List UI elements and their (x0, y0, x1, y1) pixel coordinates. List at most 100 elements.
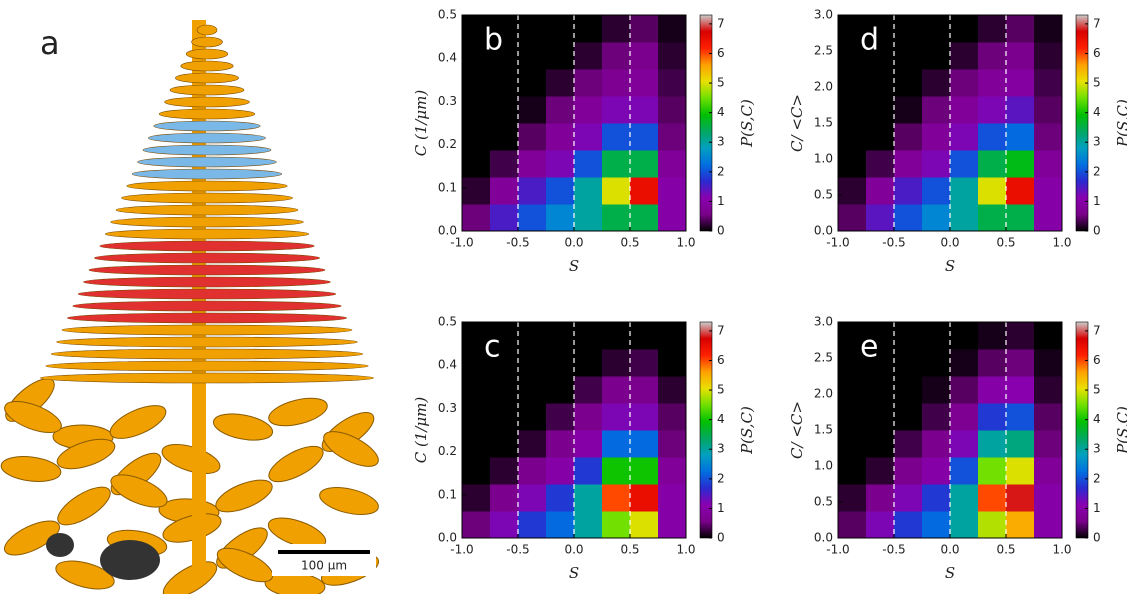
heat-cell (518, 484, 547, 512)
bulk-blob (212, 413, 274, 441)
colorbar-tick-label: 1 (717, 194, 725, 208)
heat-cell (922, 322, 951, 350)
heat-cell (490, 322, 519, 350)
y-tick-label: 1.0 (814, 152, 833, 166)
heat-cell (978, 376, 1007, 404)
bulk-blob (57, 486, 111, 526)
heat-cell (630, 322, 659, 350)
heat-cell (490, 150, 519, 178)
bulk-blob (162, 561, 218, 594)
y-tick-label: 0.5 (438, 8, 457, 22)
bulk-blob (216, 547, 274, 583)
colorbar-tick-label: 3 (1093, 135, 1101, 149)
heat-cell (490, 15, 519, 43)
heat-cell (630, 484, 659, 512)
heat-cell (922, 484, 951, 512)
heat-cell (658, 204, 687, 232)
branch (153, 120, 261, 132)
heat-cell (490, 177, 519, 205)
heat-cell (630, 69, 659, 97)
colorbar-tick-label: 5 (1093, 76, 1101, 90)
heat-cell (462, 15, 491, 43)
bulk-blob (319, 486, 379, 516)
branch (88, 264, 326, 276)
heat-cell (518, 430, 547, 458)
heat-cell (950, 69, 979, 97)
heat-cell (490, 123, 519, 151)
heat-cell (658, 150, 687, 178)
heat-cell (1034, 322, 1063, 350)
branch (142, 144, 272, 156)
colorbar-tick-label: 1 (1093, 501, 1101, 515)
heat-cell (866, 322, 895, 350)
heat-cell (574, 42, 603, 70)
colorbar (1075, 321, 1089, 539)
x-tick-label: -0.5 (882, 236, 905, 250)
heat-cell (658, 177, 687, 205)
heat-cell (1034, 150, 1063, 178)
y-tick-label: 0.5 (814, 495, 833, 509)
heat-cell (894, 430, 923, 458)
heat-cell (546, 430, 575, 458)
heat-cell (658, 430, 687, 458)
colorbar-tick-label: 7 (1093, 323, 1101, 337)
heat-cell (546, 349, 575, 377)
y-tick-label: 0.3 (438, 94, 457, 108)
heat-cell (894, 376, 923, 404)
bulk-blob (4, 400, 62, 434)
heat-cell (602, 349, 631, 377)
y-tick-label: 0.0 (814, 531, 833, 545)
heat-cell (546, 177, 575, 205)
heat-cell (838, 511, 867, 539)
x-tick-label: 1.0 (676, 236, 695, 250)
branch (50, 348, 364, 360)
heat-cell (462, 150, 491, 178)
heat-cell (1006, 511, 1035, 539)
heat-cell (574, 322, 603, 350)
heat-cell (602, 42, 631, 70)
heat-cell (894, 403, 923, 431)
bulk-blob (161, 444, 221, 474)
dark-blob (100, 540, 160, 580)
branch (72, 300, 342, 312)
heat-cell (866, 376, 895, 404)
heat-cell (602, 204, 631, 232)
heat-cell (630, 511, 659, 539)
branch (99, 240, 315, 252)
x-tick-label: -0.5 (506, 236, 529, 250)
heat-cell (574, 403, 603, 431)
heat-cell (894, 204, 923, 232)
heat-cell (602, 69, 631, 97)
heat-cell (574, 150, 603, 178)
heat-cell (866, 150, 895, 178)
colorbar-tick-label: 0 (1093, 224, 1101, 238)
heat-cell (978, 484, 1007, 512)
x-tick-label: 0.5 (996, 543, 1015, 557)
heat-cell (866, 204, 895, 232)
heat-cell (490, 403, 519, 431)
heat-cell (1006, 96, 1035, 124)
y-axis-label: C/ <C> (788, 401, 806, 459)
heat-cell (978, 150, 1007, 178)
x-axis-label: S (945, 257, 955, 275)
heat-cell (546, 511, 575, 539)
heat-cell (602, 376, 631, 404)
heat-cell (546, 484, 575, 512)
colorbar-tick-label: 4 (717, 105, 725, 119)
colorbar-tick-label: 0 (1093, 531, 1101, 545)
x-tick-label: -1.0 (826, 236, 849, 250)
bulk-blob (4, 520, 60, 556)
heat-cell (838, 42, 867, 70)
x-axis-label: S (569, 564, 579, 582)
x-tick-label: 0.5 (620, 236, 639, 250)
heat-cell (978, 96, 1007, 124)
heat-cell (1034, 69, 1063, 97)
bulk-blob (56, 438, 116, 470)
heat-cell (1006, 484, 1035, 512)
heat-cell (1006, 123, 1035, 151)
heat-cell (518, 349, 547, 377)
heat-cell (658, 69, 687, 97)
bulk-blob (109, 405, 167, 439)
heat-cell (490, 430, 519, 458)
